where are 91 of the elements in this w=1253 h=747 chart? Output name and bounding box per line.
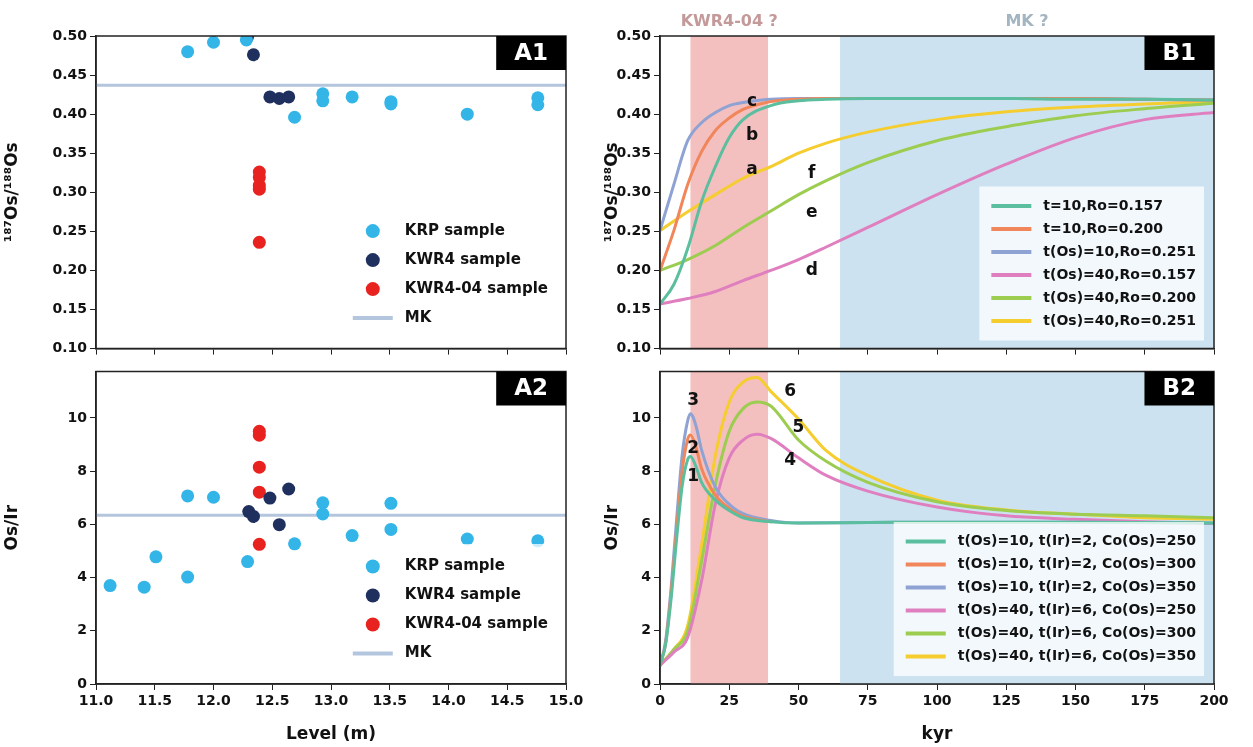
- annotation: c: [746, 90, 757, 111]
- y-tick-label: 0.50: [52, 26, 88, 43]
- annotation: 6: [784, 380, 797, 401]
- legend-label: KRP sample: [404, 556, 505, 575]
- y-tick-label: 0.20: [52, 261, 88, 278]
- annotation: d: [805, 259, 818, 280]
- y-tick-label: 0.10: [52, 339, 88, 356]
- y-tick-label: 0.45: [52, 65, 87, 82]
- x-tick-label: 11.0: [78, 692, 114, 709]
- annotation: 4: [784, 448, 797, 469]
- y-tick-label: 2: [77, 621, 87, 638]
- y-tick-label: 2: [641, 621, 651, 638]
- y-tick-label: 0.25: [616, 222, 651, 239]
- y-tick-label: 0.30: [52, 182, 88, 199]
- legend-label: MK: [404, 307, 433, 326]
- annotation: A1: [514, 38, 548, 65]
- y-axis-title: ¹⁸⁷Os/¹⁸⁸Os: [0, 142, 21, 243]
- annotation: 3: [687, 389, 700, 410]
- annotation: A2: [514, 374, 548, 401]
- legend-label: t(Os)=40,Ro=0.200: [1043, 288, 1197, 305]
- band-label: MK ?: [1005, 11, 1049, 31]
- legend-label: t(Os)=10, t(Ir)=2, Co(Os)=300: [957, 555, 1197, 572]
- y-tick-label: 0.40: [52, 104, 88, 121]
- legend-label: KRP sample: [404, 220, 505, 239]
- annotation: e: [806, 200, 818, 221]
- y-axis-title: Os/Ir: [600, 504, 621, 551]
- y-tick-label: 0.45: [616, 65, 651, 82]
- y-tick-label: 0.25: [52, 222, 87, 239]
- y-tick-label: 4: [641, 568, 652, 585]
- x-tick-label: 14.0: [431, 692, 467, 709]
- legend-label: KWR4-04 sample: [404, 278, 549, 297]
- annotation: 2: [687, 437, 700, 458]
- y-tick-label: 4: [77, 568, 88, 585]
- legend-label: t(Os)=40, t(Ir)=6, Co(Os)=250: [957, 601, 1197, 618]
- annotation: b: [745, 124, 759, 145]
- legend-label: KWR4 sample: [404, 585, 521, 604]
- x-tick-label: 13.0: [313, 692, 349, 709]
- y-tick-label: 8: [77, 461, 87, 478]
- x-axis-title: kyr: [921, 723, 953, 744]
- y-tick-label: 0.20: [616, 261, 652, 278]
- y-tick-label: 10: [631, 408, 652, 425]
- x-tick-label: 13.5: [372, 692, 408, 709]
- y-tick-label: 0.40: [616, 104, 652, 121]
- legend-label: t(Os)=40,Ro=0.251: [1043, 311, 1196, 328]
- y-tick-label: 0.30: [616, 182, 652, 199]
- y-tick-label: 8: [641, 461, 651, 478]
- annotation: 1: [687, 465, 700, 486]
- legend-label: KWR4 sample: [404, 249, 521, 268]
- x-tick-label: 0: [655, 692, 666, 709]
- legend-label: t=10,Ro=0.200: [1043, 219, 1164, 236]
- x-tick-label: 150: [1060, 692, 1091, 709]
- legend-label: t=10,Ro=0.157: [1043, 196, 1163, 213]
- y-tick-label: 0.10: [616, 339, 652, 356]
- x-tick-label: 125: [991, 692, 1021, 709]
- x-tick-label: 12.0: [196, 692, 232, 709]
- legend-label: t(Os)=10,Ro=0.251: [1043, 242, 1196, 259]
- x-tick-label: 25: [719, 692, 739, 709]
- x-tick-label: 100: [922, 692, 952, 709]
- x-tick-label: 15.0: [548, 692, 584, 709]
- y-tick-label: 0.35: [616, 143, 651, 160]
- x-tick-label: 175: [1130, 692, 1160, 709]
- legend-label: KWR4-04 sample: [404, 614, 549, 633]
- legend-label: t(Os)=40, t(Ir)=6, Co(Os)=350: [957, 647, 1197, 664]
- y-tick-label: 0.15: [52, 300, 87, 317]
- legend-label: MK: [404, 643, 433, 662]
- band-label: KWR4-04 ?: [680, 11, 778, 31]
- annotation: a: [746, 157, 758, 178]
- y-tick-label: 6: [77, 515, 87, 532]
- y-tick-label: 0: [641, 674, 652, 691]
- legend-label: t(Os)=10, t(Ir)=2, Co(Os)=350: [957, 578, 1197, 595]
- legend-label: t(Os)=10, t(Ir)=2, Co(Os)=250: [957, 532, 1197, 549]
- y-tick-label: 0.50: [616, 26, 652, 43]
- x-tick-label: 12.5: [254, 692, 290, 709]
- x-tick-label: 14.5: [489, 692, 525, 709]
- x-tick-label: 50: [788, 692, 809, 709]
- y-tick-label: 6: [641, 515, 651, 532]
- x-tick-label: 11.5: [137, 692, 173, 709]
- annotation: B1: [1162, 38, 1197, 65]
- annotation: B2: [1162, 374, 1197, 401]
- y-tick-label: 0: [77, 674, 88, 691]
- x-axis-title: Level (m): [286, 723, 376, 744]
- annotation: f: [808, 161, 817, 182]
- legend-label: t(Os)=40, t(Ir)=6, Co(Os)=300: [957, 624, 1197, 641]
- x-tick-label: 200: [1199, 692, 1229, 709]
- y-tick-label: 0.15: [616, 300, 651, 317]
- y-tick-label: 10: [67, 408, 88, 425]
- annotation: 5: [792, 416, 805, 437]
- y-axis-title: Os/Ir: [0, 504, 21, 551]
- y-tick-label: 0.35: [52, 143, 87, 160]
- x-tick-label: 75: [858, 692, 878, 709]
- legend-label: t(Os)=40,Ro=0.157: [1043, 265, 1196, 282]
